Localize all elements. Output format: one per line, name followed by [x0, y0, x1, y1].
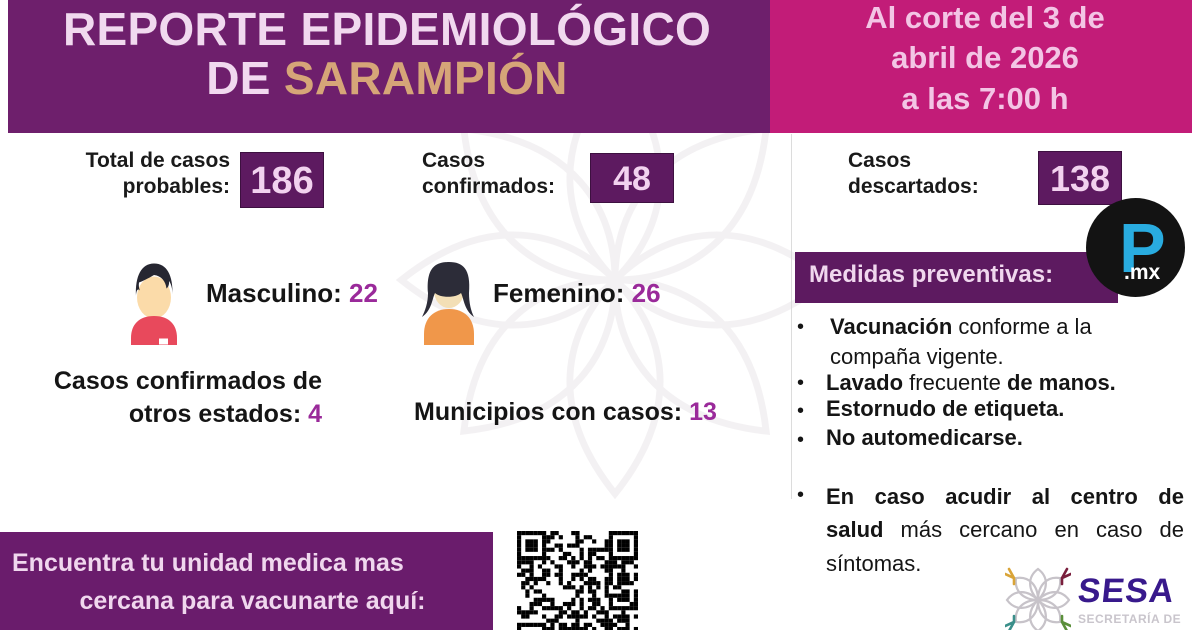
svg-text:.mx: .mx	[1124, 261, 1161, 284]
